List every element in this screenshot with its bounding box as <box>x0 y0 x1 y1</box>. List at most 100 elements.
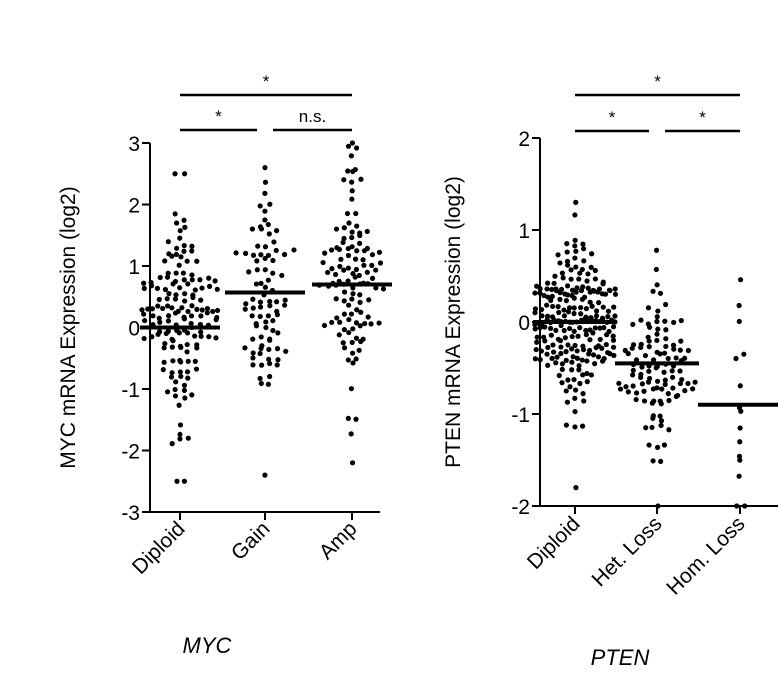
data-point <box>593 344 599 351</box>
data-point <box>549 355 555 361</box>
data-point <box>262 284 268 290</box>
data-point <box>580 241 586 247</box>
data-point <box>259 362 265 368</box>
data-point <box>349 234 355 241</box>
data-point <box>168 374 175 380</box>
data-point <box>650 288 656 294</box>
data-point <box>542 324 548 330</box>
data-point <box>349 339 355 346</box>
data-point <box>737 383 743 389</box>
data-point <box>569 367 575 373</box>
data-point <box>376 249 383 255</box>
data-point <box>550 342 556 348</box>
data-point <box>733 355 739 362</box>
data-point <box>545 294 551 300</box>
data-point <box>357 299 363 305</box>
data-point <box>645 379 652 385</box>
data-point <box>263 324 269 331</box>
data-point <box>662 377 668 383</box>
data-point <box>291 247 297 253</box>
significance-label: * <box>654 72 661 91</box>
data-point <box>341 345 348 351</box>
data-point <box>601 325 607 331</box>
data-point <box>662 381 668 387</box>
data-point <box>185 308 191 315</box>
data-point <box>181 382 188 388</box>
data-point <box>214 286 220 292</box>
data-point <box>654 444 661 450</box>
data-point <box>577 380 583 387</box>
data-point <box>555 304 561 310</box>
data-point <box>573 289 579 295</box>
data-point <box>182 395 188 401</box>
data-point <box>257 350 263 357</box>
data-point <box>262 472 268 478</box>
y-tick-label: -2 <box>121 441 140 464</box>
data-point <box>607 351 613 357</box>
data-point <box>633 357 640 363</box>
data-point <box>539 313 545 319</box>
data-point <box>349 244 355 250</box>
data-point <box>179 305 185 311</box>
data-point <box>162 286 169 293</box>
data-point <box>173 251 179 258</box>
data-point <box>364 269 370 275</box>
data-point <box>649 424 655 431</box>
data-point <box>568 267 574 273</box>
significance-label: * <box>699 108 706 127</box>
data-point <box>192 287 198 293</box>
data-point <box>177 422 184 428</box>
data-point <box>588 372 594 378</box>
data-point <box>742 503 748 509</box>
data-point <box>630 367 636 373</box>
data-point <box>638 374 644 381</box>
data-point <box>665 355 671 362</box>
data-point <box>571 310 577 317</box>
data-point <box>243 301 249 307</box>
data-point <box>265 277 271 283</box>
data-point <box>538 348 545 354</box>
data-point <box>262 255 268 262</box>
data-point <box>149 334 155 340</box>
data-point <box>736 302 742 309</box>
data-point <box>185 281 191 287</box>
data-point <box>262 217 268 223</box>
data-point <box>258 252 264 258</box>
data-point <box>262 165 268 171</box>
data-point <box>160 367 166 373</box>
data-point <box>257 203 263 209</box>
data-point <box>555 252 561 258</box>
data-point <box>350 326 356 332</box>
data-point <box>177 436 183 442</box>
data-point <box>345 278 351 284</box>
data-point <box>532 290 538 296</box>
data-point <box>573 485 579 491</box>
data-point <box>600 315 606 322</box>
data-point <box>213 335 219 341</box>
data-point <box>267 360 273 367</box>
data-point <box>320 259 326 266</box>
data-point <box>250 336 256 342</box>
data-point <box>177 235 183 241</box>
data-point <box>172 393 179 399</box>
data-point <box>357 240 363 246</box>
data-point <box>258 345 264 351</box>
data-point <box>282 297 288 303</box>
y-tick-label: 1 <box>518 220 530 243</box>
data-point <box>199 307 205 313</box>
data-point <box>279 272 285 279</box>
data-point <box>592 325 598 331</box>
data-point <box>585 271 591 277</box>
data-point <box>567 384 573 390</box>
data-point <box>258 280 264 286</box>
data-point <box>322 250 328 256</box>
data-point <box>198 329 204 335</box>
data-point <box>625 351 631 357</box>
data-point <box>655 326 661 332</box>
y-tick-label: 2 <box>128 195 140 218</box>
data-point <box>194 306 200 312</box>
data-point <box>270 270 276 276</box>
data-point <box>563 298 570 304</box>
data-point <box>329 266 335 272</box>
data-point <box>257 304 264 310</box>
